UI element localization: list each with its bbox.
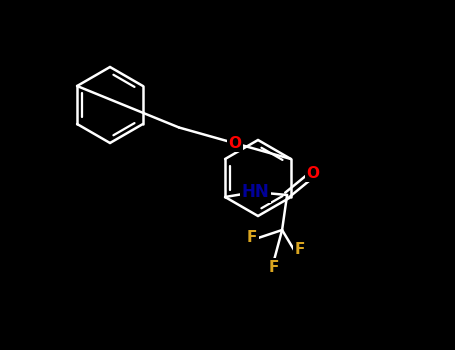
Text: F: F: [295, 243, 305, 258]
Text: O: O: [307, 166, 319, 181]
Text: F: F: [269, 259, 279, 274]
Text: O: O: [228, 136, 242, 151]
Text: F: F: [247, 231, 257, 245]
Text: HN: HN: [241, 183, 269, 201]
